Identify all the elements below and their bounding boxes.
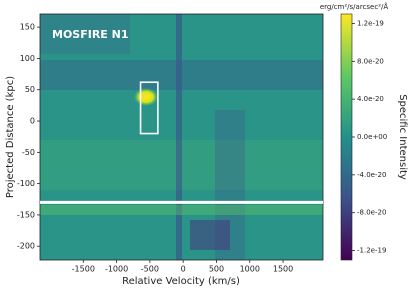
y-tick-label: 150 [20, 23, 35, 32]
y-axis-label: Projected Distance (kpc) [5, 76, 16, 198]
x-tick-label: 500 [209, 265, 224, 274]
x-tick-label: 0 [181, 265, 186, 274]
y-tick-label: -50 [22, 148, 35, 157]
y-tick-label: -100 [17, 179, 35, 188]
colorbar [340, 13, 353, 261]
x-tick-label: 1000 [240, 265, 260, 274]
x-axis-label: Relative Velocity (km/s) [122, 276, 240, 287]
plot-frame [39, 13, 324, 261]
colorbar-tick-label: 1.2e-19 [357, 19, 384, 27]
y-tick-label: 100 [20, 54, 35, 63]
colorbar-units: erg/cm²/s/arcsec²/Å [320, 2, 389, 11]
y-tick-label: -150 [17, 210, 35, 219]
y-tick-label: 50 [25, 85, 35, 94]
x-tick-label: -1000 [105, 265, 128, 274]
x-tick-label: -1500 [72, 265, 95, 274]
colorbar-tick-label: 4.0e-20 [357, 95, 384, 103]
colorbar-tick-label: -1.2e-19 [357, 247, 386, 255]
colorbar-label: Specific Intensity [397, 94, 408, 180]
x-tick-label: 1500 [273, 265, 293, 274]
heatmap-image [40, 14, 323, 260]
colorbar-tick-label: -8.0e-20 [357, 209, 386, 217]
colorbar-tick-label: 8.0e-20 [357, 57, 384, 65]
y-tick-label: 0 [30, 117, 35, 126]
region-box [139, 81, 159, 135]
y-tick-label: -200 [17, 242, 35, 251]
colorbar-tick-label: 0.0e+00 [357, 133, 387, 141]
x-tick-label: -500 [141, 265, 159, 274]
chart-title: MOSFIRE N1 [52, 28, 129, 41]
colorbar-tick-label: -4.0e-20 [357, 171, 386, 179]
